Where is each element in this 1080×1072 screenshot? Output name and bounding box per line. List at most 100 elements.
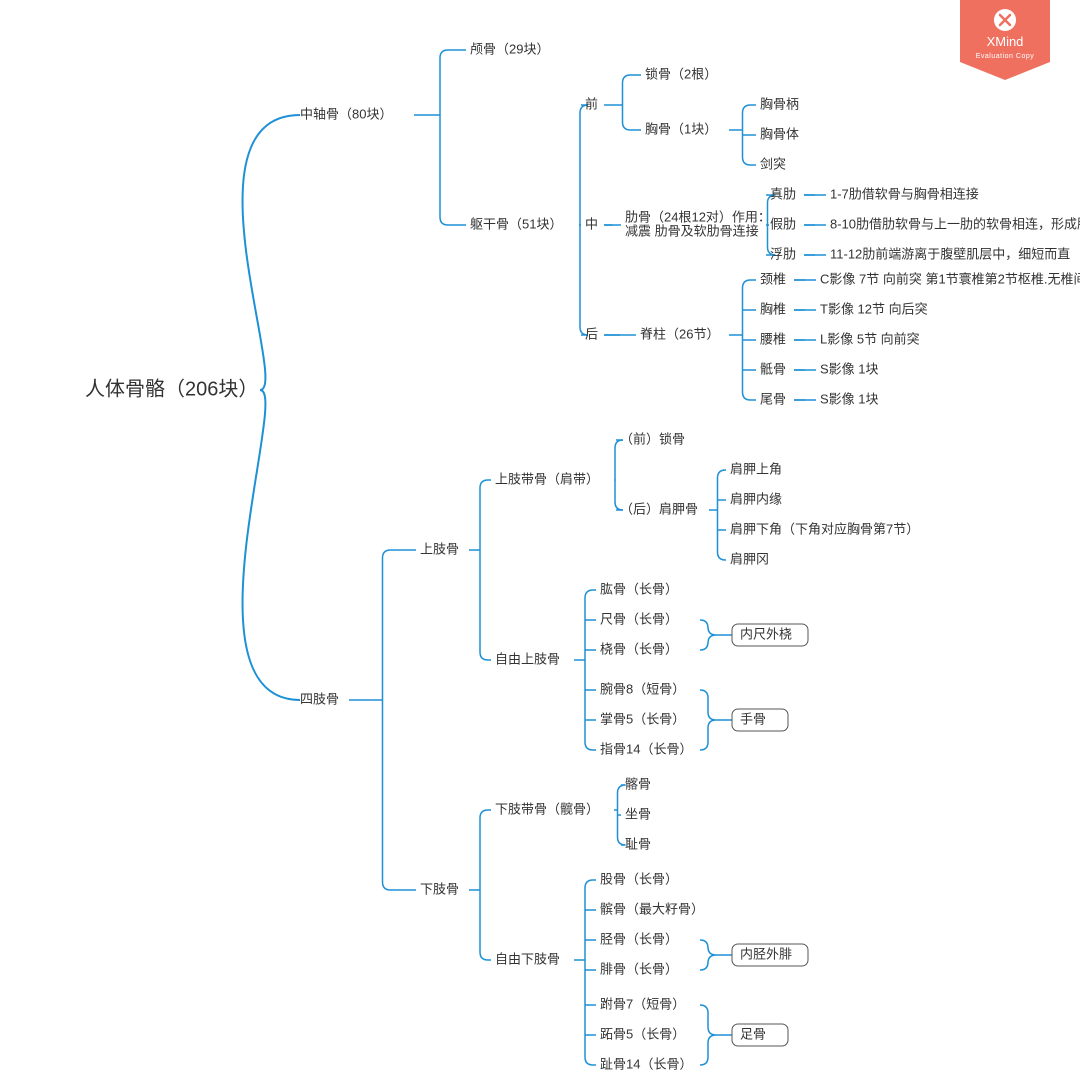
node-truerib: 真肋 [770,186,796,201]
node-lumb2: L影像 5节 向前突 [820,331,920,346]
svg-text:S影像 1块: S影像 1块 [820,391,879,406]
node-pubis: 耻骨 [625,836,651,851]
svg-text:指骨14（长骨）: 指骨14（长骨） [600,741,692,756]
svg-text:后: 后 [585,326,598,341]
svg-text:8-10肋借肋软骨与上一肋的软骨相连，形成肋弓: 8-10肋借肋软骨与上一肋的软骨相连，形成肋弓 [830,216,1080,231]
svg-text:腕骨8（短骨）: 腕骨8（短骨） [600,681,685,696]
node-metatarsal: 跖骨5（长骨） [600,1026,685,1041]
side-brace [700,690,716,750]
node-scap4: 肩胛冈 [730,551,769,566]
svg-text:T影像 12节 向后突: T影像 12节 向后突 [820,301,928,316]
svg-text:四肢骨: 四肢骨 [300,691,339,706]
watermark-subtitle: Evaluation Copy [976,53,1034,60]
node-spine: 脊柱（26节） [640,326,719,341]
svg-text:胸骨（1块）: 胸骨（1块） [645,121,717,136]
svg-text:11-12肋前端游离于腹壁肌层中，细短而直: 11-12肋前端游离于腹壁肌层中，细短而直 [830,246,1070,261]
svg-text:下肢骨: 下肢骨 [420,881,459,896]
watermark-title: XMind [987,34,1024,49]
node-box_foot: 足骨 [732,1024,788,1046]
node-lower: 下肢骨 [420,881,459,896]
svg-text:桡骨（长骨）: 桡骨（长骨） [600,641,678,656]
svg-text:下肢带骨（髋骨）: 下肢带骨（髋骨） [495,801,599,816]
node-root: 人体骨骼（206块） [85,377,258,400]
svg-text:髂骨: 髂骨 [625,776,651,791]
node-scap3: 肩胛下角（下角对应胸骨第7节） [730,521,919,536]
svg-text:浮肋: 浮肋 [770,246,796,261]
svg-text:剑突: 剑突 [760,156,786,171]
node-tibia: 胫骨（长骨） [600,931,678,946]
svg-text:肱骨（长骨）: 肱骨（长骨） [600,581,678,596]
node-upper: 上肢骨 [420,541,459,556]
svg-text:假肋: 假肋 [770,216,796,231]
svg-text:跖骨5（长骨）: 跖骨5（长骨） [600,1026,685,1041]
svg-text:肩胛上角: 肩胛上角 [730,461,782,476]
node-truerib2: 1-7肋借软骨与胸骨相连接 [830,186,979,201]
node-shoulder: 上肢带骨（肩带） [495,471,599,486]
svg-text:耻骨: 耻骨 [625,836,651,851]
node-post: 后 [585,326,598,341]
node-append: 四肢骨 [300,691,339,706]
node-tarsal: 跗骨7（短骨） [600,996,685,1011]
side-brace [700,620,716,650]
node-lumb: 腰椎 [760,331,786,346]
node-thor2: T影像 12节 向后突 [820,301,928,316]
node-clav2: （前）锁骨 [620,431,685,446]
node-humerus: 肱骨（长骨） [600,581,678,596]
svg-text:髌骨（最大籽骨）: 髌骨（最大籽骨） [600,901,704,916]
svg-text:减震 肋骨及软肋骨连接: 减震 肋骨及软肋骨连接 [625,223,759,238]
node-thor: 胸椎 [760,301,786,316]
node-floatrib2: 11-12肋前端游离于腹壁肌层中，细短而直 [830,246,1070,261]
node-box_hand: 手骨 [732,709,788,731]
svg-text:尺骨（长骨）: 尺骨（长骨） [600,611,678,626]
svg-text:骶骨: 骶骨 [760,361,786,376]
svg-text:L影像 5节 向前突: L影像 5节 向前突 [820,331,920,346]
node-sacr2: S影像 1块 [820,361,879,376]
node-scap2: 肩胛内缘 [730,491,782,506]
svg-text:肩胛下角（下角对应胸骨第7节）: 肩胛下角（下角对应胸骨第7节） [730,521,919,536]
node-coccyx: 尾骨 [760,391,786,406]
node-body: 胸骨体 [760,126,799,141]
svg-text:肩胛冈: 肩胛冈 [730,551,769,566]
svg-text:腰椎: 腰椎 [760,331,786,346]
svg-text:躯干骨（51块）: 躯干骨（51块） [470,216,562,231]
root-edge [243,390,300,700]
node-skull: 颅骨（29块） [470,41,549,56]
svg-text:胸椎: 胸椎 [760,301,786,316]
xmind-watermark: XMind Evaluation Copy [960,0,1050,85]
node-manubrium: 胸骨柄 [760,96,799,111]
node-falserib2: 8-10肋借肋软骨与上一肋的软骨相连，形成肋弓 [830,216,1080,231]
svg-text:自由下肢骨: 自由下肢骨 [495,951,560,966]
node-freelower: 自由下肢骨 [495,951,560,966]
svg-text:坐骨: 坐骨 [625,806,651,821]
svg-text:内尺外桡: 内尺外桡 [740,626,792,641]
svg-text:（后）肩胛骨: （后）肩胛骨 [620,501,698,516]
svg-text:跗骨7（短骨）: 跗骨7（短骨） [600,996,685,1011]
svg-text:中: 中 [585,216,598,231]
node-scap1: 肩胛上角 [730,461,782,476]
node-mid: 中 [585,216,598,231]
svg-text:趾骨14（长骨）: 趾骨14（长骨） [600,1056,692,1071]
node-coccyx2: S影像 1块 [820,391,879,406]
svg-text:锁骨（2根）: 锁骨（2根） [645,66,717,81]
node-radius: 桡骨（长骨） [600,641,678,656]
node-hipgirdle: 下肢带骨（髋骨） [495,801,599,816]
svg-text:前: 前 [585,96,598,111]
node-carpal: 腕骨8（短骨） [600,681,685,696]
node-box_ulrad: 内尺外桡 [732,624,808,646]
node-freeupper: 自由上肢骨 [495,651,560,666]
node-cerv: 颈椎 [760,271,786,286]
node-falserib: 假肋 [770,216,796,231]
node-ilium: 髂骨 [625,776,651,791]
node-toe: 趾骨14（长骨） [600,1056,692,1071]
node-sternum: 胸骨（1块） [645,121,717,136]
node-ribs: 肋骨（24根12对）作用：减震 肋骨及软肋骨连接 [625,209,771,238]
svg-text:1-7肋借软骨与胸骨相连接: 1-7肋借软骨与胸骨相连接 [830,186,979,201]
side-brace [700,940,716,970]
svg-text:（前）锁骨: （前）锁骨 [620,431,685,446]
node-sacr: 骶骨 [760,361,786,376]
svg-text:肋骨（24根12对）作用：: 肋骨（24根12对）作用： [625,209,771,224]
svg-text:C影像 7节 向前突 第1节寰椎第2节枢椎.无椎间盘: C影像 7节 向前突 第1节寰椎第2节枢椎.无椎间盘 [820,271,1080,286]
svg-text:腓骨（长骨）: 腓骨（长骨） [600,961,678,976]
node-ant: 前 [585,96,598,111]
node-metacarpal: 掌骨5（长骨） [600,711,685,726]
